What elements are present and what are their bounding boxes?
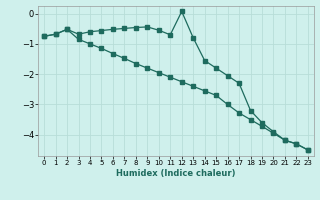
X-axis label: Humidex (Indice chaleur): Humidex (Indice chaleur) — [116, 169, 236, 178]
